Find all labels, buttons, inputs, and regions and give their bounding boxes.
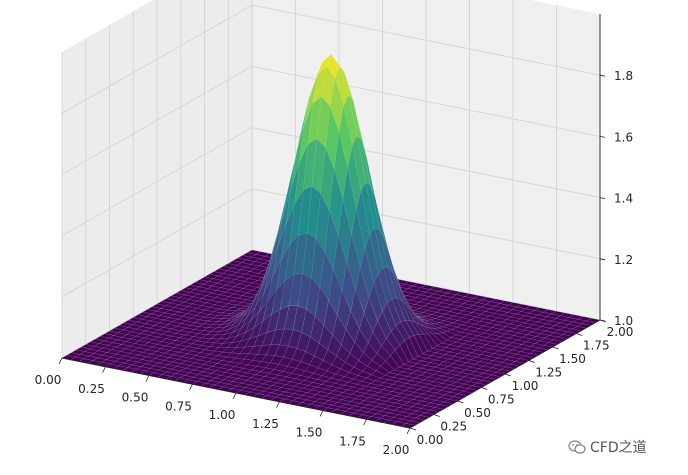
grid-line <box>61 188 253 298</box>
z-tick-label: 1.2 <box>614 253 633 267</box>
y-tick-mark <box>481 387 488 390</box>
y-tick-mark <box>504 373 512 377</box>
y-tick-label: 2.00 <box>607 325 634 339</box>
y-tick-mark <box>528 360 535 363</box>
x-tick-mark <box>276 401 280 408</box>
grid-line <box>61 127 253 236</box>
z-tick-label: 1.4 <box>614 192 633 206</box>
z-tick-mark <box>599 319 606 322</box>
y-axis-ticks: 0.000.250.500.751.001.251.501.752.00 <box>409 319 634 447</box>
surface-mesh <box>61 54 601 429</box>
y-tick-mark <box>457 400 464 404</box>
y-tick-mark <box>552 346 559 350</box>
x-tick-label: 1.25 <box>252 417 279 431</box>
z-tick-label: 1.0 <box>614 314 633 328</box>
watermark-text: CFD之道 <box>590 440 647 456</box>
x-tick-label: 1.50 <box>296 426 323 440</box>
x-tick-label: 0.25 <box>78 382 105 396</box>
grid-line <box>251 65 601 137</box>
y-tick-mark <box>576 333 583 336</box>
z-tick-label: 1.8 <box>614 69 633 83</box>
y-tick-label: 0.00 <box>417 433 444 447</box>
x-tick-label: 0.75 <box>165 399 192 413</box>
x-tick-label: 2.00 <box>383 443 410 457</box>
y-tick-label: 1.25 <box>535 366 562 380</box>
x-tick-label: 1.75 <box>339 434 366 448</box>
x-tick-mark <box>232 392 237 400</box>
x-tick-mark <box>363 419 367 426</box>
grid-line <box>251 4 601 76</box>
z-tick-mark <box>599 136 606 138</box>
watermark: CFD之道 <box>568 436 647 458</box>
z-tick-label: 1.6 <box>614 130 633 144</box>
y-tick-label: 1.50 <box>559 352 586 366</box>
grid-line <box>61 4 253 114</box>
x-tick-label: 1.00 <box>209 408 236 422</box>
x-tick-label: 0.00 <box>35 373 62 387</box>
x-tick-label: 0.50 <box>122 391 149 405</box>
z-tick-mark <box>599 258 606 261</box>
y-tick-label: 0.50 <box>464 406 491 420</box>
x-tick-mark <box>319 410 324 417</box>
z-tick-mark <box>599 197 606 199</box>
y-tick-label: 1.00 <box>512 379 539 393</box>
z-tick-mark <box>599 74 606 77</box>
grid-line <box>61 66 253 175</box>
x-tick-mark <box>406 427 411 435</box>
y-tick-label: 0.25 <box>440 420 467 434</box>
x-tick-mark <box>189 384 193 391</box>
x-tick-mark <box>58 357 63 365</box>
wechat-icon <box>568 440 586 454</box>
y-tick-label: 0.75 <box>488 393 515 407</box>
y-tick-mark <box>409 427 417 431</box>
x-tick-mark <box>102 366 106 373</box>
x-tick-mark <box>145 375 150 382</box>
x-axis-ticks: 0.00 0.25 0.50 0.75 1.00 1.25 1.50 1.75 2.00 <box>35 357 411 457</box>
y-tick-mark <box>433 414 440 417</box>
z-axis-ticks: 1.0 1.2 1.4 1.6 1.8 <box>599 69 633 328</box>
y-tick-label: 1.75 <box>583 339 610 353</box>
